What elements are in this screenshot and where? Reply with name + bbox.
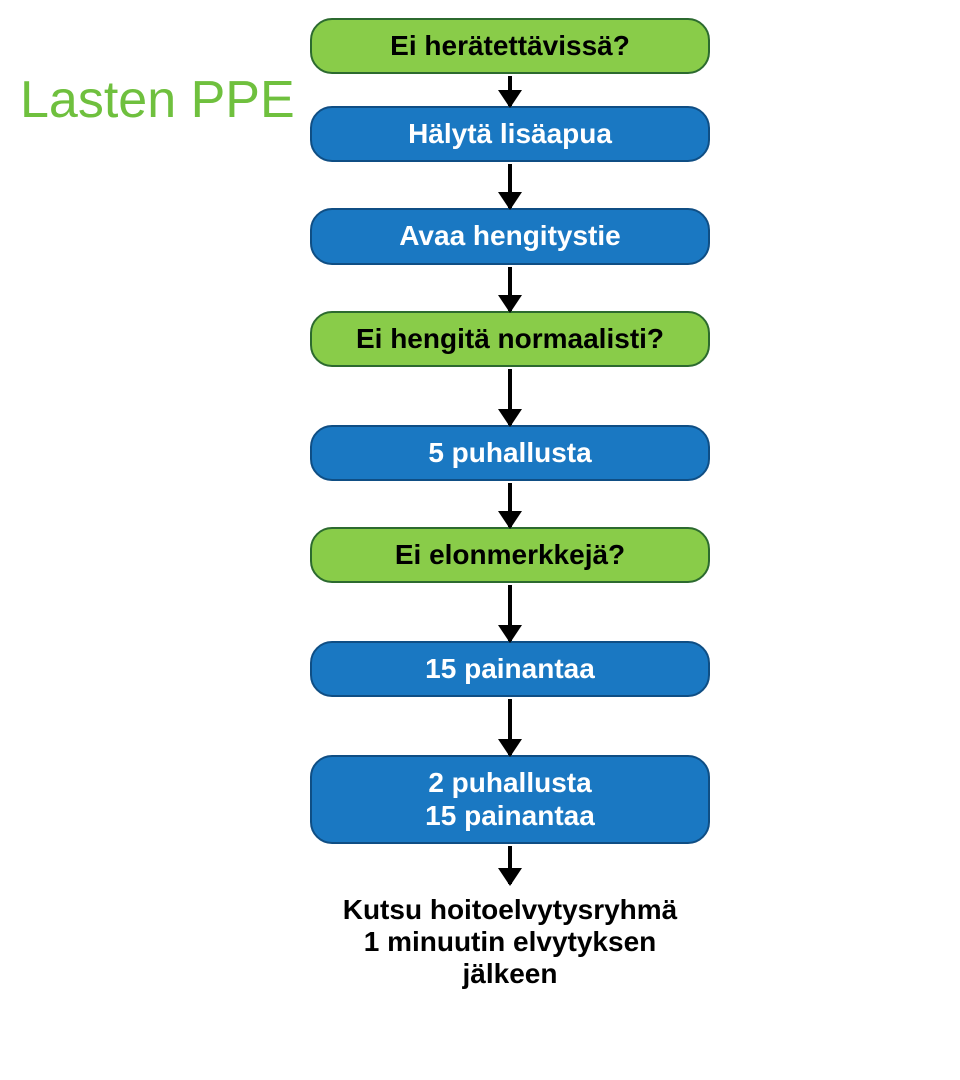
flow-node-n4: Ei hengitä normaalisti? [310, 311, 710, 367]
flow-node-n1: Ei herätettävissä? [310, 18, 710, 74]
flow-node-text: jälkeen [463, 958, 558, 990]
flow-node-text: 15 painantaa [425, 653, 595, 685]
flow-node-text: Ei hengitä normaalisti? [356, 323, 664, 355]
flow-arrow [508, 76, 512, 106]
flow-node-text: 1 minuutin elvytyksen [364, 926, 657, 958]
page-title: Lasten PPE [20, 70, 295, 130]
flow-node-n2: Hälytä lisäapua [310, 106, 710, 162]
flow-node-n9: Kutsu hoitoelvytysryhmä1 minuutin elvyty… [310, 884, 710, 1001]
flow-node-text: Hälytä lisäapua [408, 118, 612, 150]
flow-node-text: Ei elonmerkkejä? [395, 539, 625, 571]
flow-node-n5: 5 puhallusta [310, 425, 710, 481]
flow-arrow [508, 483, 512, 527]
flow-node-text: 5 puhallusta [428, 437, 591, 469]
flow-node-n8: 2 puhallusta15 painantaa [310, 755, 710, 843]
flow-node-text: 2 puhallusta [428, 767, 591, 799]
flow-arrow [508, 846, 512, 884]
flow-arrow [508, 164, 512, 208]
flow-node-text: 15 painantaa [425, 800, 595, 832]
flow-node-n7: 15 painantaa [310, 641, 710, 697]
flow-arrow [508, 369, 512, 425]
flow-node-text: Kutsu hoitoelvytysryhmä [343, 894, 678, 926]
flow-node-text: Ei herätettävissä? [390, 30, 630, 62]
flow-arrow [508, 267, 512, 311]
flow-arrow [508, 585, 512, 641]
flow-node-n3: Avaa hengitystie [310, 208, 710, 264]
flow-node-n6: Ei elonmerkkejä? [310, 527, 710, 583]
flowchart: Ei herätettävissä? Hälytä lisäapua Avaa he… [310, 18, 710, 1000]
flow-arrow [508, 699, 512, 755]
flow-node-text: Avaa hengitystie [399, 220, 620, 252]
